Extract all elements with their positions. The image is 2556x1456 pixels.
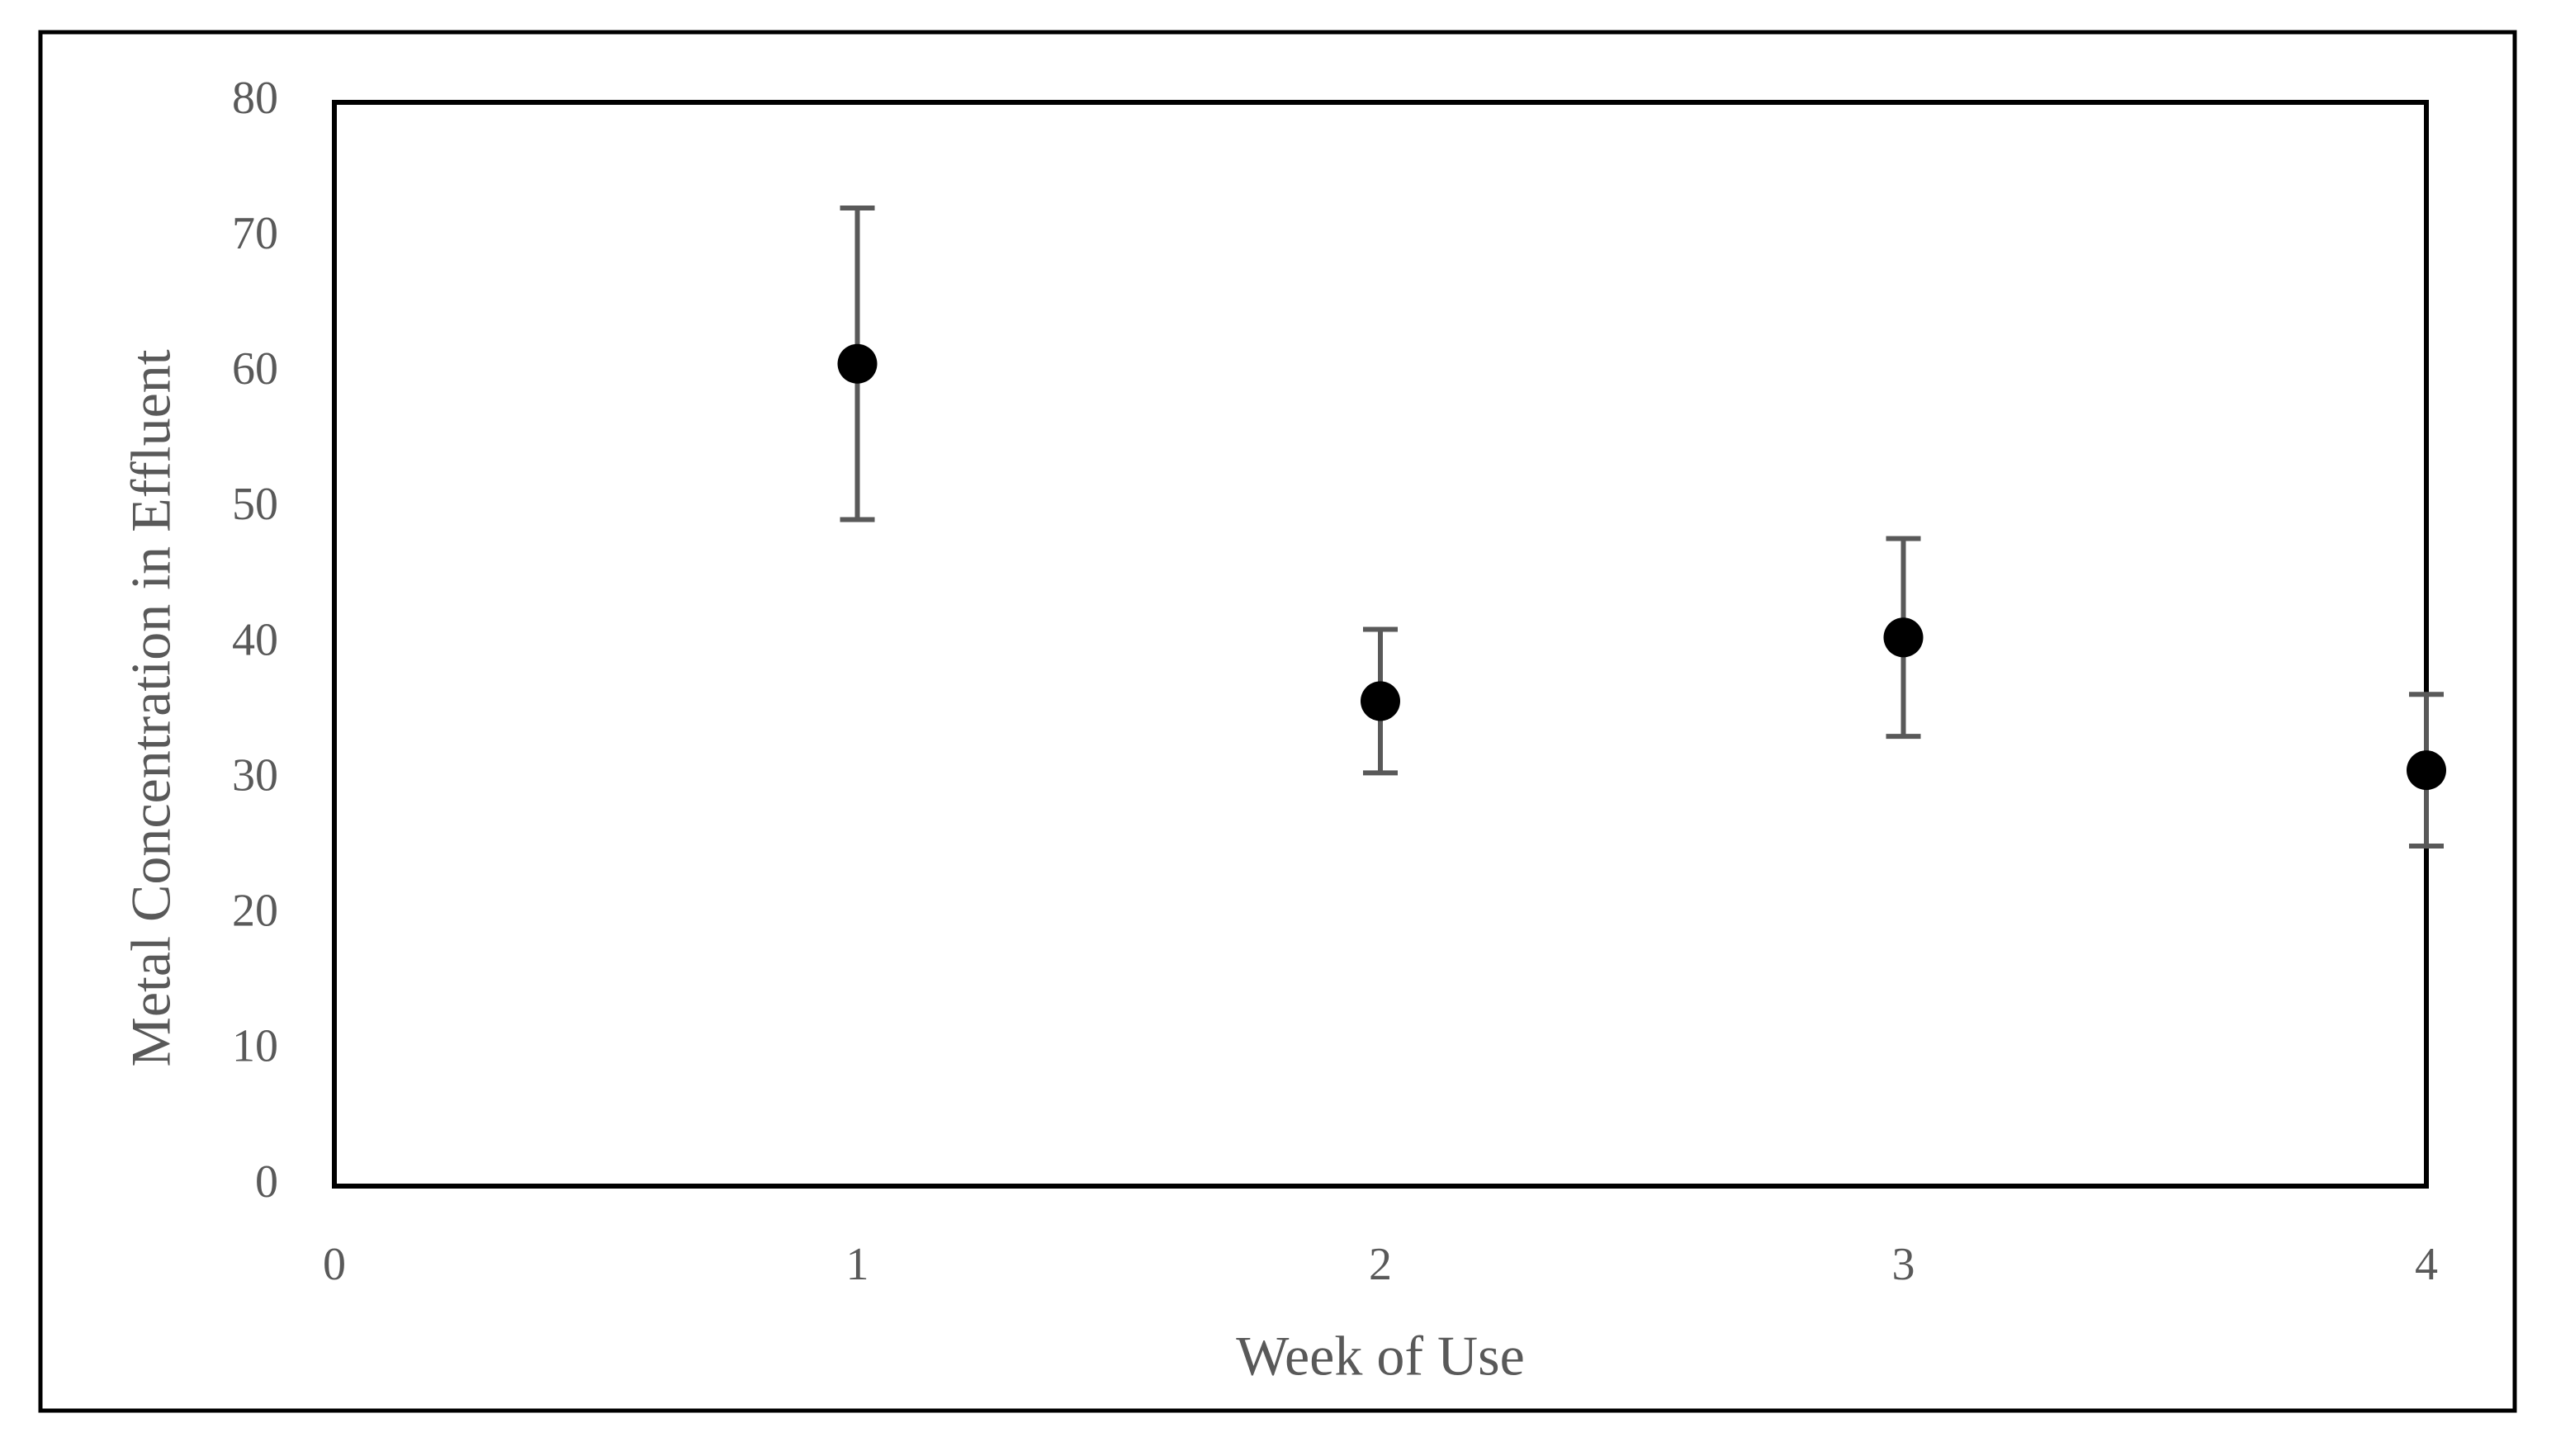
- data-point: [2407, 750, 2446, 791]
- data-point: [1883, 617, 1924, 658]
- y-tick-label: 30: [232, 749, 278, 801]
- plot-frame: [332, 100, 2429, 1189]
- data-point: [1361, 681, 1400, 721]
- y-tick-label: 10: [232, 1021, 278, 1072]
- data-point: [837, 343, 878, 384]
- y-tick-label: 60: [232, 343, 278, 395]
- x-tick-label: 2: [1369, 1239, 1392, 1290]
- x-tick-label: 3: [1892, 1239, 1915, 1290]
- y-tick-label: 20: [232, 886, 278, 937]
- y-axis-title: Metal Concentration in Effluent: [120, 349, 182, 1066]
- x-tick-label: 4: [2415, 1239, 2438, 1290]
- x-axis-title: Week of Use: [1236, 1325, 1525, 1387]
- outer-border: [38, 30, 2517, 1413]
- y-tick-label: 70: [232, 208, 278, 259]
- y-tick-label: 80: [232, 73, 278, 124]
- y-tick-label: 40: [232, 614, 278, 665]
- y-tick-label: 0: [255, 1156, 278, 1208]
- y-tick-label: 50: [232, 479, 278, 530]
- x-tick-label: 0: [323, 1239, 346, 1290]
- x-tick-label: 1: [846, 1239, 869, 1290]
